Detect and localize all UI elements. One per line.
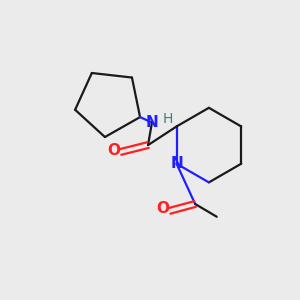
Text: N: N [170, 156, 183, 171]
Text: H: H [163, 112, 173, 126]
Text: O: O [156, 201, 169, 216]
Text: N: N [146, 115, 158, 130]
Text: O: O [107, 143, 120, 158]
